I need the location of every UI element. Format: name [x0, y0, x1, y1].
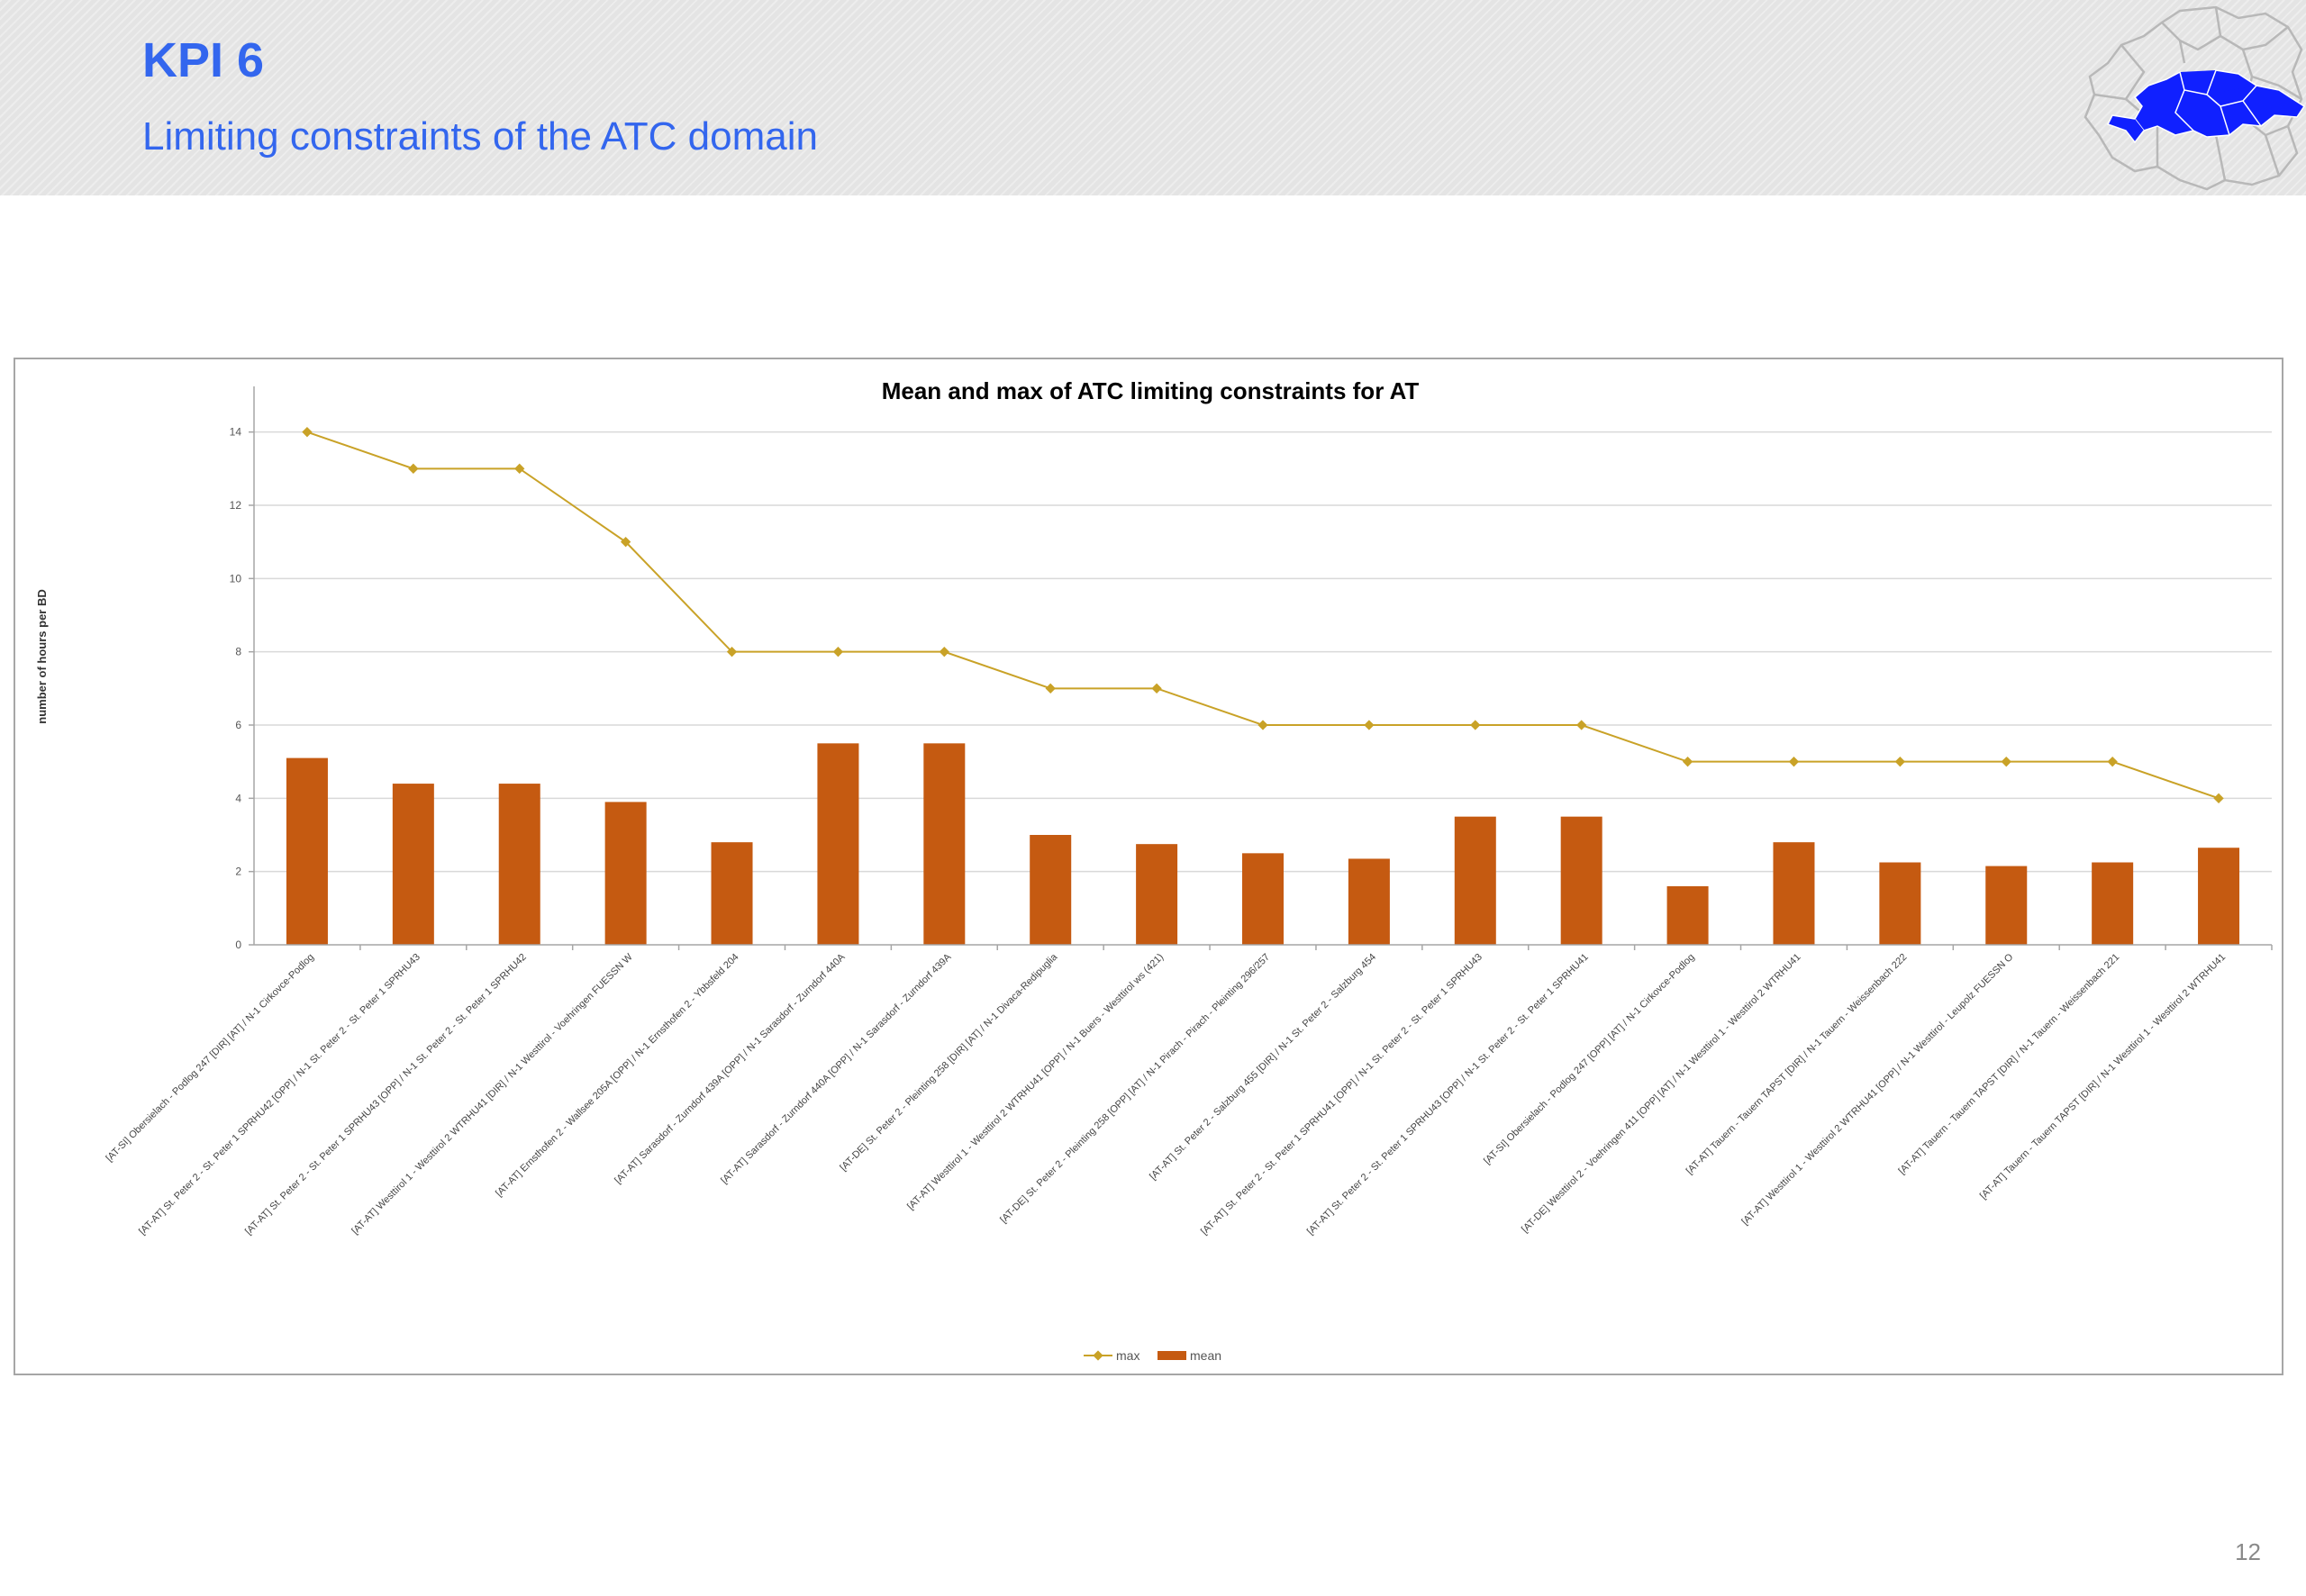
max-point — [302, 427, 313, 438]
mean-bar — [1136, 844, 1178, 945]
max-point — [2213, 793, 2224, 803]
y-tick-label: 14 — [230, 426, 242, 439]
y-tick-label: 2 — [235, 866, 241, 878]
max-point — [1364, 720, 1375, 730]
x-tick-label: [AT-AT] Westtirol 1 - Westtirol 2 WTRHU4… — [905, 952, 1166, 1212]
x-tick-label: [AT-AT] St. Peter 2 - Salzburg 455 [DIR]… — [1148, 952, 1378, 1183]
legend-mean-swatch — [1158, 1351, 1186, 1360]
mean-bar — [1030, 835, 1072, 945]
max-point — [514, 463, 525, 474]
mean-bar — [1454, 816, 1496, 945]
mean-bar — [392, 784, 434, 945]
y-tick-label: 8 — [235, 646, 241, 658]
mean-bar — [1242, 853, 1284, 945]
page-title: KPI 6 — [142, 33, 265, 87]
mean-bar — [817, 743, 859, 945]
max-point — [408, 463, 419, 474]
max-point — [1151, 683, 1162, 694]
max-point — [1788, 757, 1800, 767]
mean-bar — [1773, 842, 1815, 945]
chart-svg: 0 2 4 6 8 10 12 14 [AT-SI] Obersielach - Podlog … — [35, 377, 2273, 1363]
x-tick-label: [AT-AT] Tauern - Tauern TAPST [DIR] / N-… — [1684, 952, 1910, 1177]
mean-bar — [2198, 848, 2240, 945]
max-point — [2107, 757, 2118, 767]
max-point — [2001, 757, 2011, 767]
x-tick-label: [AT-AT] Sarasdorf - Zurndorf 440A [OPP] … — [719, 951, 954, 1186]
y-axis-label: number of hours per BD — [35, 589, 49, 724]
max-point — [1576, 720, 1587, 730]
page-number: 12 — [2235, 1538, 2261, 1565]
chart-frame: 0 2 4 6 8 10 12 14 [AT-SI] Obersielach - Podlog … — [14, 358, 2283, 1375]
max-point — [939, 647, 949, 657]
x-tick-label: [AT-AT] Sarasdorf - Zurndorf 439A [OPP] … — [613, 951, 848, 1186]
max-point — [1257, 720, 1268, 730]
grid-layer — [254, 431, 2272, 873]
chart-title: Mean and max of ATC limiting constraints… — [882, 377, 1420, 404]
max-point — [726, 647, 738, 657]
max-point — [1470, 720, 1481, 730]
header-band — [0, 0, 2306, 195]
mean-bar — [286, 757, 328, 945]
legend-max-label: max — [1116, 1348, 1139, 1363]
y-tick-label: 12 — [230, 499, 242, 512]
mean-bar — [1985, 866, 2028, 945]
x-tick-label: [AT-DE] St. Peter 2 - Pleinting 258 [OPP… — [998, 952, 1272, 1226]
x-tick-label: [AT-DE] St. Peter 2 - Pleinting 258 [DIR… — [838, 951, 1060, 1174]
europe-map-logo — [2084, 5, 2306, 191]
x-tick-label: [AT-SI] Obersielach - Podlog 247 [OPP] [… — [1482, 952, 1697, 1167]
mean-bars — [286, 743, 2240, 945]
chart-legend: max mean — [1084, 1348, 1221, 1363]
y-tick-label: 6 — [235, 719, 241, 731]
x-tick-label: [AT-AT] Tauern - Tauern TAPST [DIR] / N-… — [1978, 952, 2228, 1202]
y-tick-label: 10 — [230, 572, 242, 585]
y-tick-label: 4 — [235, 792, 241, 804]
x-tick-label: [AT-SI] Obersielach - Podlog 247 [DIR] [… — [104, 952, 316, 1165]
mean-bar — [1666, 885, 1709, 945]
mean-bar — [2092, 862, 2134, 945]
mean-bar — [711, 842, 753, 945]
x-tick-label: [AT-AT] Westtirol 1 - Westtirol 2 WTRHU4… — [1739, 951, 2015, 1227]
max-point — [1894, 757, 1906, 767]
max-point — [832, 647, 844, 657]
max-point — [1045, 683, 1056, 694]
max-line-series — [302, 427, 2224, 803]
mean-bar — [1879, 862, 1921, 945]
mean-bar — [923, 743, 966, 945]
max-line — [306, 431, 2220, 800]
mean-bar — [604, 802, 647, 945]
mean-bar — [1348, 858, 1390, 945]
x-tick-label: [AT-AT] Ernsthofen 2 - Wallsee 205A [OPP… — [494, 952, 741, 1200]
max-point — [1682, 757, 1693, 767]
y-tick-label: 0 — [235, 939, 241, 951]
page-subtitle: Limiting constraints of the ATC domain — [142, 114, 818, 159]
legend-max-marker — [1093, 1350, 1103, 1361]
legend-mean-label: mean — [1190, 1348, 1221, 1363]
mean-bar — [498, 784, 540, 945]
mean-bar — [1560, 816, 1602, 945]
x-tick-label: [AT-AT] Tauern - Tauern TAPST [DIR] / N-… — [1897, 952, 2122, 1177]
